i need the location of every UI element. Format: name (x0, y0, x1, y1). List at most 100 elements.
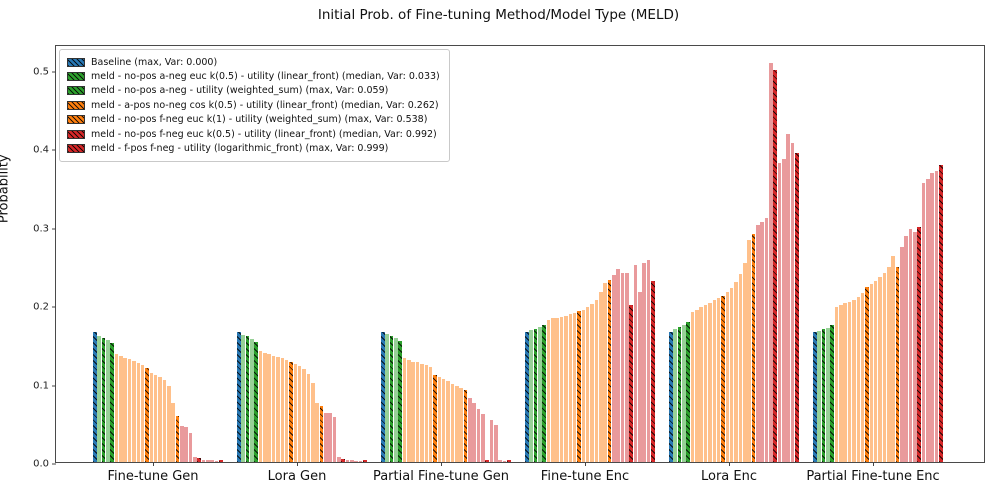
bar (813, 331, 817, 462)
bar (420, 363, 424, 462)
bar (315, 403, 319, 462)
bar (669, 331, 673, 462)
legend-label: Baseline (max, Var: 0.000) (91, 56, 218, 68)
x-tick-mark (585, 462, 586, 466)
bar (206, 460, 210, 462)
legend-item: meld - no-pos a-neg - utility (weighted_… (67, 84, 440, 98)
bar (542, 325, 546, 462)
y-tick-label: 0.2 (33, 301, 49, 313)
bar (328, 412, 332, 462)
x-tick-label: Fine-tune Gen (107, 469, 199, 484)
bar (306, 374, 311, 462)
bar (132, 360, 136, 462)
bar (302, 369, 306, 462)
legend-label: meld - a-pos no-neg cos k(0.5) - utility… (91, 99, 439, 111)
x-tick-label: Lora Gen (267, 469, 327, 484)
bar (856, 297, 861, 462)
bar (166, 385, 171, 462)
bar (350, 460, 354, 462)
legend-swatch-icon (67, 86, 85, 96)
bar (742, 263, 747, 462)
bar (917, 227, 921, 462)
bar (93, 331, 97, 462)
legend-swatch-icon (67, 100, 85, 110)
y-tick-label: 0.3 (33, 223, 49, 234)
legend-item: meld - a-pos no-neg cos k(0.5) - utility… (67, 98, 440, 112)
bar (398, 341, 402, 462)
bar (250, 338, 254, 462)
bar (751, 233, 756, 462)
bar (921, 182, 926, 462)
bar (616, 268, 620, 462)
bar (180, 425, 184, 462)
bar (551, 318, 555, 462)
bar (673, 329, 677, 462)
bar (106, 339, 110, 462)
bar (454, 385, 459, 462)
bar (476, 408, 481, 462)
bar (769, 63, 773, 462)
y-tick-mark (52, 228, 56, 229)
bar (729, 287, 734, 462)
bar (494, 425, 498, 462)
bar (598, 291, 603, 462)
bar (245, 336, 250, 462)
bar (821, 329, 826, 462)
bar (590, 304, 594, 462)
x-tick-mark (873, 462, 874, 466)
bar (572, 312, 577, 462)
bar (646, 260, 651, 462)
bar (385, 334, 389, 462)
bar (716, 297, 721, 462)
bar (507, 460, 511, 462)
bar (564, 316, 568, 462)
bar (97, 335, 101, 462)
bar (263, 352, 267, 462)
bar (734, 282, 738, 462)
bar (341, 458, 345, 462)
bar (908, 228, 913, 462)
bar (878, 276, 882, 462)
bar (773, 69, 777, 462)
bar (441, 378, 446, 462)
bar (424, 365, 429, 462)
y-tick-label: 0.0 (33, 458, 49, 470)
y-tick-label: 0.5 (33, 66, 49, 77)
bar (149, 372, 154, 462)
bar (913, 232, 917, 462)
bar (695, 309, 699, 462)
bar (271, 356, 276, 462)
bar (577, 311, 581, 462)
legend-label: meld - no-pos f-neg euc k(1) - utility (… (91, 114, 428, 126)
bar (699, 307, 704, 462)
legend-label: meld - no-pos f-neg euc k(0.5) - utility… (91, 128, 437, 140)
bar (280, 358, 285, 462)
bar (585, 307, 590, 462)
bar (267, 354, 272, 462)
bar (498, 460, 503, 462)
bar (529, 330, 533, 462)
bar (790, 143, 795, 462)
bar (332, 417, 337, 462)
legend-label: meld - no-pos a-neg euc k(0.5) - utility… (91, 71, 440, 83)
bar (389, 335, 394, 462)
bar (638, 291, 642, 462)
legend-swatch-icon (67, 129, 85, 139)
bar (345, 460, 350, 462)
bar (394, 337, 398, 462)
bar (446, 381, 450, 462)
bar (485, 459, 489, 462)
bar (756, 224, 760, 462)
legend: Baseline (max, Var: 0.000) meld - no-pos … (59, 49, 450, 162)
bar (297, 366, 302, 462)
bar (175, 415, 180, 462)
bar (738, 274, 743, 462)
bar (651, 280, 655, 462)
bar (463, 389, 468, 462)
bar (136, 363, 141, 462)
bar (437, 377, 442, 462)
bar (219, 460, 223, 462)
bar (764, 217, 769, 462)
chart-title: Initial Prob. of Fine-tuning Method/Mode… (317, 7, 680, 23)
